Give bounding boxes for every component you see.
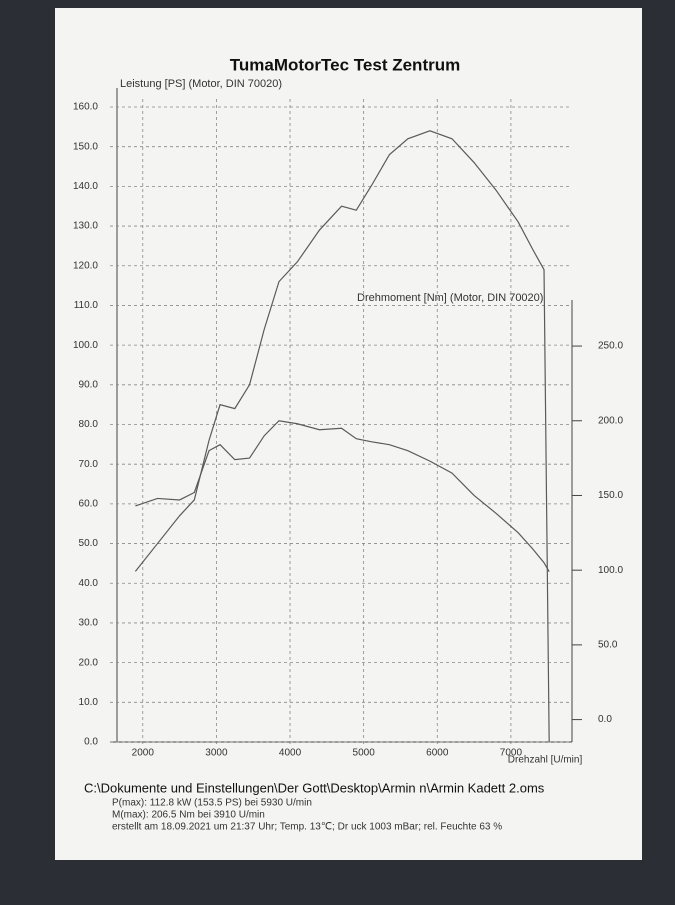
y-tick-label: 120.0 <box>73 260 98 271</box>
y-tick-label: 0.0 <box>84 737 98 748</box>
y-tick-label: 10.0 <box>79 697 99 708</box>
x-tick-label: 2000 <box>132 748 155 759</box>
x-tick-label: 6000 <box>426 748 449 759</box>
x-axis-label: Drehzahl [U/min] <box>508 755 583 766</box>
y-axis-label: Leistung [PS] (Motor, DIN 70020) <box>120 78 282 90</box>
y2-tick-label: 0.0 <box>598 714 612 725</box>
x-tick-label: 7000 <box>500 748 523 759</box>
y2-tick-label: 250.0 <box>598 341 623 352</box>
x-tick-label: 5000 <box>353 748 376 759</box>
y2-tick-label: 100.0 <box>598 565 623 576</box>
y-tick-label: 50.0 <box>79 538 99 549</box>
footer-path: C:\Dokumente und Einstellungen\Der Gott\… <box>84 780 545 795</box>
footer-line: M(max): 206.5 Nm bei 3910 U/min <box>112 810 265 821</box>
y-tick-label: 20.0 <box>79 657 99 668</box>
y-tick-label: 110.0 <box>74 300 99 311</box>
y-tick-label: 160.0 <box>73 102 98 113</box>
y-tick-label: 40.0 <box>79 578 99 589</box>
y-tick-label: 60.0 <box>79 499 99 510</box>
y-tick-label: 150.0 <box>73 141 98 152</box>
y-tick-label: 90.0 <box>79 379 99 390</box>
y2-tick-label: 150.0 <box>598 490 623 501</box>
y2-tick-label: 50.0 <box>598 640 618 651</box>
paper <box>55 8 642 860</box>
footer-line: P(max): 112.8 kW (153.5 PS) bei 5930 U/m… <box>112 798 312 809</box>
y2-tick-label: 200.0 <box>598 415 623 426</box>
y-tick-label: 70.0 <box>79 459 99 470</box>
y-tick-label: 130.0 <box>73 221 98 232</box>
x-tick-label: 4000 <box>279 748 302 759</box>
chart-title: TumaMotorTec Test Zentrum <box>230 55 460 74</box>
y2-axis-label: Drehmoment [Nm] (Motor, DIN 70020) <box>357 292 543 304</box>
line-series <box>134 130 550 743</box>
y-tick-label: 80.0 <box>79 419 99 430</box>
y-tick-label: 100.0 <box>73 340 98 351</box>
line-series <box>135 420 550 572</box>
y-tick-label: 30.0 <box>79 618 99 629</box>
footer-line: erstellt am 18.09.2021 um 21:37 Uhr; Tem… <box>112 822 502 833</box>
x-tick-label: 3000 <box>205 748 228 759</box>
y-tick-label: 140.0 <box>73 181 98 192</box>
